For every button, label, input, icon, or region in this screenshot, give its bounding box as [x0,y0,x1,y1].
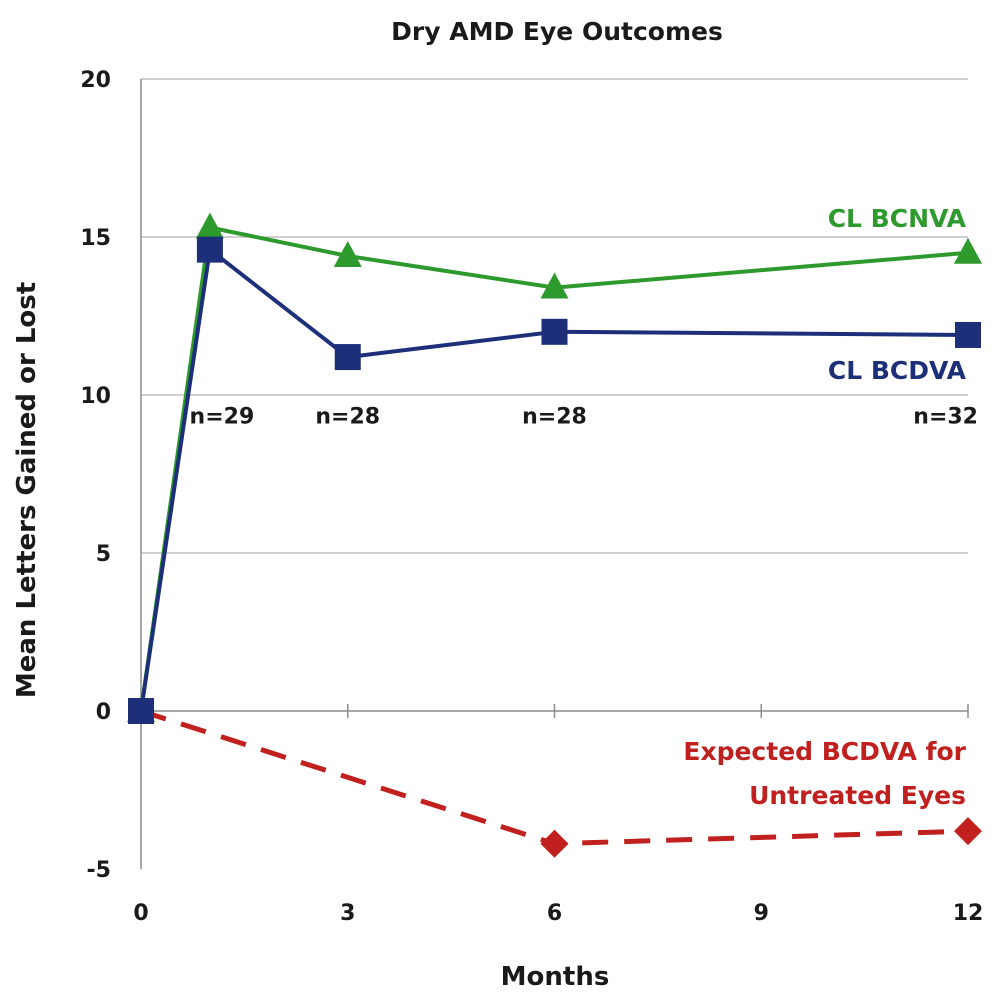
chart-title: Dry AMD Eye Outcomes [391,17,723,46]
marker-square [334,344,361,371]
grid [141,78,968,554]
marker-square [955,321,981,348]
y-axis-title: Mean Letters Gained or Lost [12,282,42,698]
series-label-untreated-line: Untreated Eyes [749,781,966,810]
marker-square [196,236,223,263]
series-label-untreated-line: Expected BCDVA for [683,737,966,766]
x-tick-label: 6 [547,901,562,926]
y-tick-label: -5 [87,858,111,883]
series-group [127,212,982,858]
y-tick-label: 0 [96,700,111,725]
marker-square [541,318,568,345]
sample-size-label: n=29 [190,404,255,429]
sample-size-label: n=32 [913,404,978,429]
y-tick-label: 10 [80,384,111,409]
marker-square [128,698,154,724]
x-tick-label: 12 [953,901,984,926]
x-axis-title: Months [501,962,610,992]
labels: -5 0 5 10 15 20 0 3 6 9 12 n=29 n=28 n=28 n=32 CL BCNVA… [80,68,983,926]
series-line-2 [140,708,969,847]
series-line-0 [139,225,969,712]
x-tick-label: 9 [754,901,769,926]
y-tick-label: 15 [80,226,111,251]
series-label-bcnva: CL BCNVA [828,204,967,233]
marker-triangle [195,212,224,239]
axes [140,79,969,869]
series-label-bcdva: CL BCDVA [828,356,967,385]
marker-triangle [954,237,982,264]
marker-diamond [954,817,982,846]
sample-size-label: n=28 [315,404,380,429]
marker-triangle [333,240,362,267]
marker-diamond [540,829,569,858]
marker-triangle [540,272,569,299]
sample-size-label: n=28 [522,404,587,429]
y-tick-label: 5 [96,542,111,567]
x-tick-label: 0 [133,901,148,926]
x-tick-label: 3 [340,901,355,926]
y-tick-label: 20 [80,68,111,93]
